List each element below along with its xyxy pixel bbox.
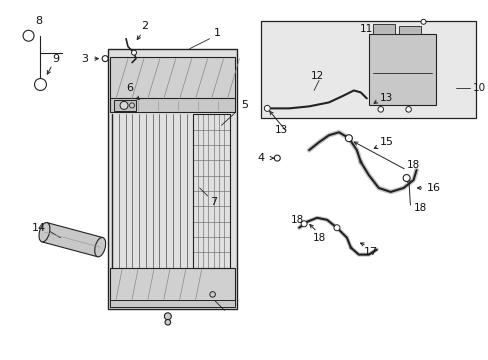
Text: 10: 10 bbox=[472, 84, 486, 94]
Bar bbox=[108, 49, 237, 309]
Bar bbox=[110, 98, 235, 112]
Circle shape bbox=[164, 313, 171, 320]
Polygon shape bbox=[42, 222, 102, 257]
Circle shape bbox=[402, 175, 409, 181]
Text: 16: 16 bbox=[426, 183, 440, 193]
Text: 17: 17 bbox=[363, 247, 377, 257]
Ellipse shape bbox=[95, 238, 105, 257]
Circle shape bbox=[301, 221, 306, 227]
Circle shape bbox=[264, 105, 270, 111]
Text: 13: 13 bbox=[274, 125, 287, 135]
Circle shape bbox=[420, 19, 425, 24]
Text: 12: 12 bbox=[310, 71, 323, 81]
Text: 18: 18 bbox=[413, 203, 426, 213]
Circle shape bbox=[333, 225, 339, 231]
Circle shape bbox=[274, 155, 280, 161]
Circle shape bbox=[165, 319, 170, 325]
Circle shape bbox=[35, 78, 46, 90]
Circle shape bbox=[345, 135, 352, 142]
Circle shape bbox=[120, 102, 128, 109]
Bar bbox=[372, 24, 394, 34]
Bar bbox=[110, 267, 235, 301]
Bar bbox=[398, 26, 420, 34]
Ellipse shape bbox=[39, 222, 50, 242]
Text: 14: 14 bbox=[31, 223, 45, 233]
Circle shape bbox=[209, 292, 215, 297]
Bar bbox=[261, 21, 475, 118]
Text: 5: 5 bbox=[241, 100, 247, 111]
Bar bbox=[110, 57, 235, 100]
Circle shape bbox=[129, 103, 134, 108]
Text: 8: 8 bbox=[35, 16, 42, 26]
Circle shape bbox=[23, 30, 34, 41]
Circle shape bbox=[405, 107, 410, 112]
Circle shape bbox=[102, 56, 108, 62]
Text: 15: 15 bbox=[379, 137, 393, 147]
Text: 3: 3 bbox=[81, 54, 88, 64]
Text: 18: 18 bbox=[406, 160, 419, 170]
Text: 4: 4 bbox=[257, 153, 264, 163]
Text: 9: 9 bbox=[52, 54, 59, 64]
Text: 1: 1 bbox=[214, 28, 221, 38]
Circle shape bbox=[377, 107, 383, 112]
Text: 11: 11 bbox=[360, 24, 373, 34]
Bar bbox=[114, 100, 136, 111]
Text: 18: 18 bbox=[312, 233, 325, 243]
Text: 7: 7 bbox=[210, 197, 217, 207]
Bar bbox=[368, 34, 436, 105]
Text: 2: 2 bbox=[141, 21, 148, 31]
Text: 6: 6 bbox=[126, 84, 133, 94]
Text: 18: 18 bbox=[290, 215, 303, 225]
Circle shape bbox=[131, 50, 136, 55]
Bar bbox=[110, 300, 235, 307]
Text: 13: 13 bbox=[379, 94, 392, 103]
